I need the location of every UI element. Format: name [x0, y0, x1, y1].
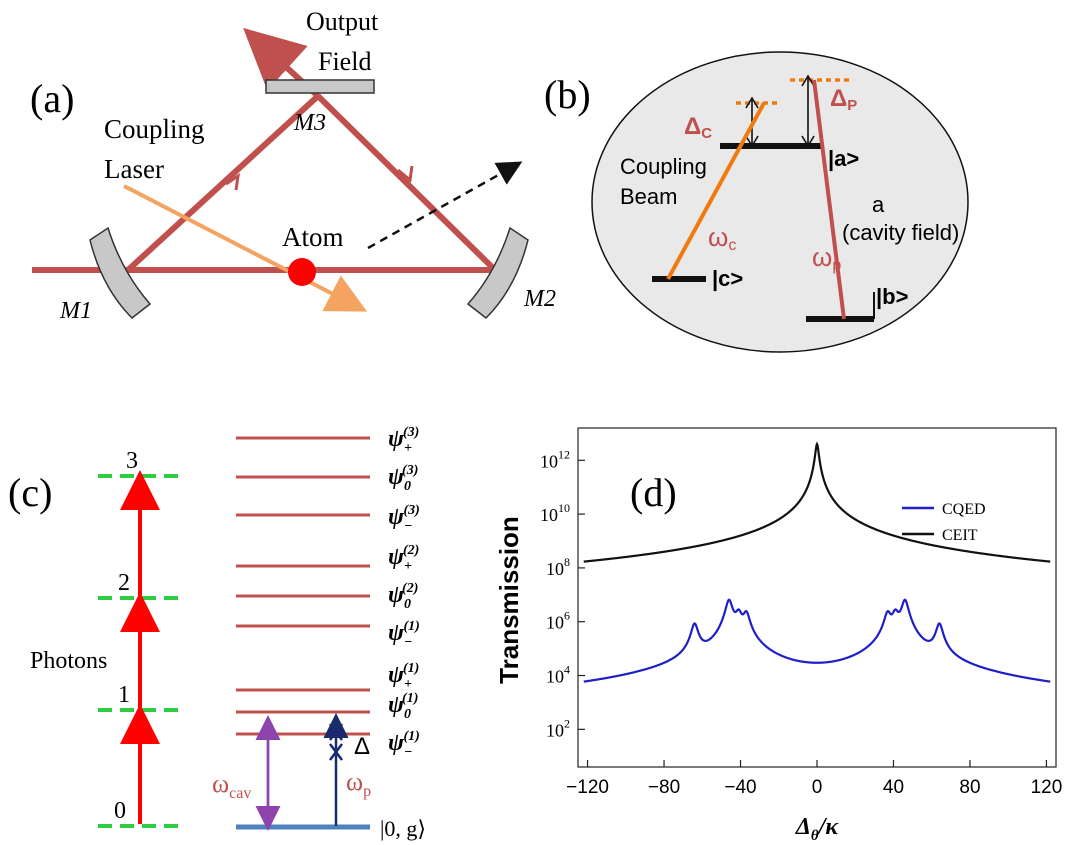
output-field-label-line2: Field [318, 47, 371, 76]
coupling-beam-label-line2: Beam [620, 184, 677, 209]
y-tick-label: 1012 [540, 447, 570, 471]
x-tick-label: 120 [1031, 777, 1063, 798]
probe-transition [812, 79, 846, 320]
panel-b: (b) ΔC ΔP |a> |c> |b> Coupling Beam ωc ω… [544, 51, 969, 353]
y-tick-label: 106 [546, 609, 570, 633]
psi-label-3: ψ−(3) [388, 503, 420, 534]
panel-d-label: (d) [630, 470, 677, 515]
photon-number-1: 1 [118, 682, 130, 708]
mirror-m2 [466, 226, 529, 319]
psi-label-6: ψ−(1) [388, 619, 420, 650]
m1-label: M1 [59, 298, 92, 324]
psi-label-5: ψ0(2) [388, 581, 418, 612]
y-tick-label: 104 [546, 663, 570, 687]
delta-detuning-mark [329, 723, 343, 761]
coupling-laser-label-line1: Coupling [104, 114, 205, 144]
ground-state-label: |0, g⟩ [380, 816, 426, 841]
legend-label-cqed: CQED [942, 501, 986, 518]
series-line-cqed [583, 598, 1051, 683]
y-axis-label: Transmission [494, 516, 524, 684]
m3-label: M3 [293, 110, 326, 136]
photon-number-0: 0 [114, 798, 126, 824]
beam-m3-m2 [315, 93, 498, 273]
y-tick-label: 108 [546, 555, 570, 579]
x-tick-label: 80 [959, 777, 980, 798]
panel-d-chart: −120 −80 −40 0 40 80 120 102 104 106 108 1010 1012 (… [494, 427, 1063, 844]
omega-c-label: ωc [708, 222, 736, 254]
beam-m1-m3 [125, 93, 321, 273]
mirror-m1 [89, 226, 152, 319]
panel-a: (a) Output Field Coupling Laser Atom M1 … [30, 7, 556, 324]
omega-cav-label: ωcav [212, 769, 251, 802]
x-tick-label: −120 [566, 777, 609, 798]
m2-label: M2 [523, 286, 556, 312]
y-tick-label: 102 [546, 716, 570, 740]
delta-p-label: ΔP [830, 85, 857, 114]
psi-label-9: ψ−(1) [388, 729, 420, 760]
zoom-pointer-arrow [367, 161, 523, 250]
photon-number-2: 2 [118, 570, 130, 596]
coupling-laser-beam [123, 184, 368, 312]
y-tick-label: 1010 [540, 501, 570, 525]
cavity-field-label-line1: a [872, 192, 885, 217]
psi-label-8: ψ0(1) [388, 691, 418, 722]
psi-label-4: ψ+(2) [388, 543, 419, 574]
output-field-label-line1: Output [306, 7, 379, 36]
x-axis-label: Δθ/κ [795, 814, 840, 844]
coupling-laser-label-line2: Laser [104, 154, 164, 184]
x-tick-label: 0 [812, 777, 823, 798]
delta-c-label: ΔC [684, 113, 712, 142]
coupling-beam-label-line1: Coupling [620, 154, 707, 179]
photon-number-3: 3 [126, 448, 138, 474]
panel-c: (c) 0 1 2 3 Photons ψ+(3) [8, 425, 426, 841]
photons-label: Photons [30, 648, 107, 674]
psi-label-1: ψ+(3) [388, 425, 419, 456]
atom-dot [288, 258, 316, 286]
panel-c-label: (c) [8, 470, 52, 515]
beam-direction-mark-left [225, 172, 240, 191]
omega-p-label: ωp [812, 242, 841, 274]
psi-label-2: ψ0(3) [388, 463, 418, 494]
coupling-transition [666, 102, 766, 280]
x-tick-label: −40 [724, 777, 756, 798]
panel-a-label: (a) [30, 76, 74, 121]
series-line-ceit [583, 441, 1051, 563]
delta-label: Δ [354, 733, 370, 760]
x-tick-label: −80 [648, 777, 680, 798]
legend-label-ceit: CEIT [942, 527, 978, 544]
beam-direction-mark-right [397, 165, 414, 183]
psi-label-7: ψ+(1) [388, 661, 419, 692]
mirror-m3 [265, 79, 375, 94]
x-tick-label: 40 [883, 777, 904, 798]
cavity-field-label-line2: (cavity field) [842, 220, 959, 245]
state-b-label: |b> [876, 284, 908, 309]
legend: CQED CEIT [902, 501, 986, 544]
atom-label: Atom [282, 222, 344, 252]
panel-b-label: (b) [544, 72, 591, 117]
psi-labels: ψ+(3) ψ0(3) ψ−(3) ψ+(2) ψ0(2) ψ−(1) ψ+(1… [388, 425, 420, 760]
omega-p-label-c: ωp [346, 767, 371, 800]
state-c-label: |c> [712, 266, 743, 291]
state-a-label: |a> [828, 146, 859, 171]
